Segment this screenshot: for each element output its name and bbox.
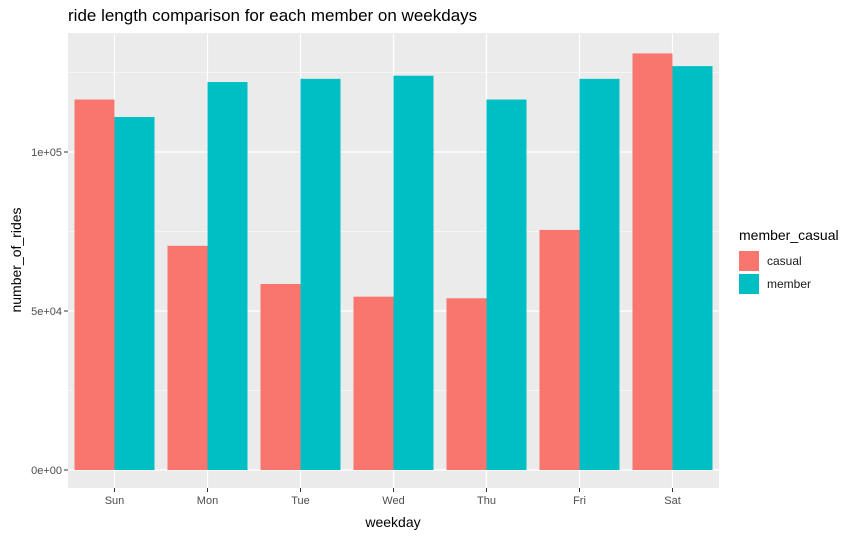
legend-item-casual: casual (739, 249, 839, 272)
x-axis-label: weekday (364, 514, 420, 530)
x-tick-label: Fri (573, 495, 586, 507)
y-axis: 0e+00 5e+04 1e+05 (31, 147, 68, 477)
legend-label-member: member (767, 276, 812, 291)
bar-member-fri (579, 78, 620, 471)
x-tick-label: Sat (664, 495, 681, 507)
bar-casual-mon (167, 245, 208, 470)
bar-member-sat (672, 66, 713, 470)
legend-item-member: member (739, 272, 839, 295)
x-tick-label: Wed (382, 495, 404, 507)
bar-casual-thu (446, 298, 487, 470)
bar-casual-fri (539, 229, 580, 470)
bar-casual-sun (74, 99, 115, 470)
legend-title: member_casual (739, 227, 839, 243)
legend-label-casual: casual (767, 253, 802, 268)
x-tick-label: Thu (477, 495, 496, 507)
bar-member-mon (207, 82, 248, 470)
legend-key-member (739, 273, 759, 294)
x-axis: Sun Mon Tue Wed Thu Fri Sat (105, 488, 681, 507)
bar-member-tue (300, 78, 341, 471)
bar-member-sun (114, 117, 155, 471)
bar-casual-sat (632, 53, 673, 471)
bar-member-wed (393, 75, 434, 471)
x-tick-label: Mon (197, 495, 218, 507)
x-tick-label: Sun (105, 495, 125, 507)
bar-casual-wed (353, 296, 394, 470)
bar-member-thu (486, 99, 527, 470)
bars (74, 53, 713, 471)
legend: member_casual casual member (739, 227, 839, 295)
chart-title: ride length comparison for each member o… (68, 6, 478, 25)
y-tick-label: 1e+05 (31, 147, 62, 159)
legend-key-casual (739, 250, 759, 271)
x-tick-label: Tue (291, 495, 310, 507)
y-axis-label: number_of_rides (8, 207, 24, 312)
y-tick-label: 0e+00 (31, 465, 62, 477)
bar-casual-tue (260, 283, 301, 470)
y-tick-label: 5e+04 (31, 306, 62, 318)
